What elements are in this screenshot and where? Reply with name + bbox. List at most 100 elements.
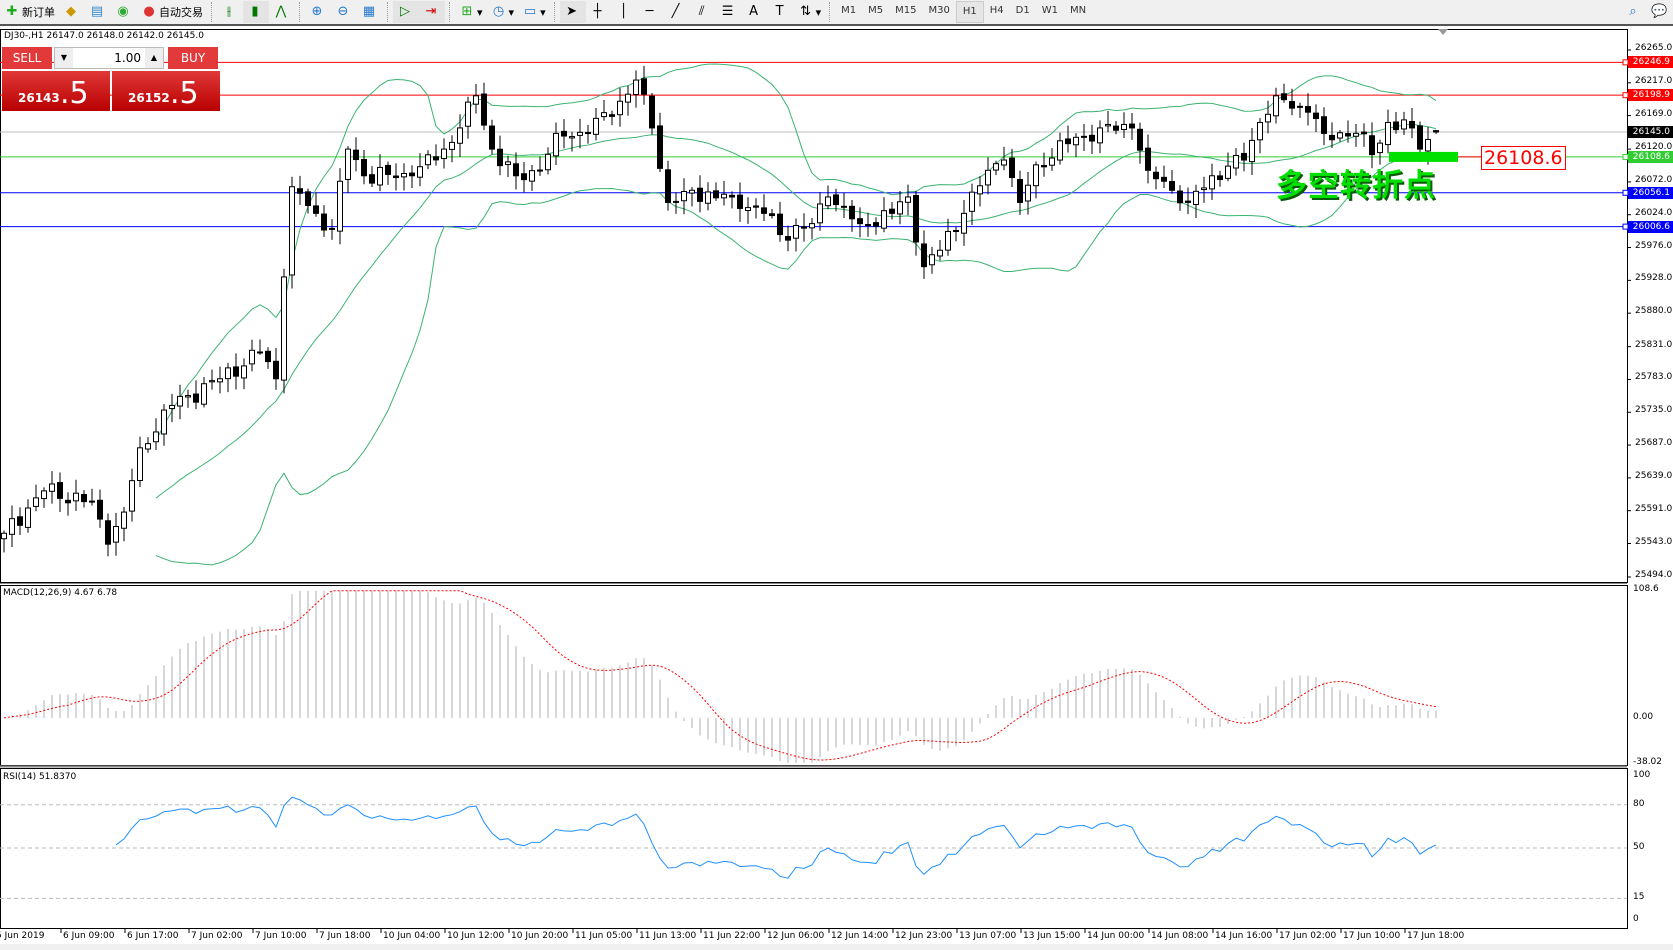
lot-increase-icon[interactable]: ▲ [145, 48, 163, 68]
cursor-button[interactable]: ➤ [559, 1, 586, 23]
fibonacci-button[interactable]: ☰ [716, 1, 742, 23]
sell-price[interactable]: 26143.5 [2, 71, 110, 111]
chat-button[interactable]: 💬 [1647, 1, 1673, 23]
candle-bullish [1057, 140, 1063, 161]
buy-button[interactable]: BUY [168, 47, 218, 69]
text-button[interactable]: A [742, 1, 768, 23]
crosshair-button[interactable]: ┼ [586, 1, 612, 23]
candle-bearish [1417, 125, 1423, 150]
vertical-line-button[interactable]: │ [612, 1, 638, 23]
candle-bullish [985, 169, 991, 186]
candle-bullish [993, 163, 999, 171]
line-chart-button[interactable]: ⋀ [269, 1, 295, 23]
buy-price-main: 26152 [128, 91, 170, 105]
main-panel-frame [0, 29, 1628, 583]
rsi-axis-label: 15 [1633, 892, 1645, 903]
label-button[interactable]: T [768, 1, 794, 23]
price-axis-label: 25976.0 [1635, 240, 1673, 251]
zoom-out-button[interactable]: ⊖ [331, 1, 357, 23]
time-axis-label: 7 Jun 10:00 [255, 931, 307, 941]
bar-chart-icon: ⫲ [226, 4, 232, 19]
candle-bullish [473, 95, 479, 105]
price-axis-label: 25880.0 [1635, 306, 1673, 317]
candle-bullish [425, 154, 431, 166]
rsi-axis-label: 50 [1633, 842, 1645, 852]
navigator-button[interactable]: ◆ [59, 1, 85, 23]
candle-bearish [665, 169, 671, 203]
auto-scroll-button[interactable]: ▷ [393, 1, 419, 23]
candle-bullish [377, 166, 383, 186]
channel-button[interactable]: ⫽ [690, 1, 716, 23]
candle-bullish [617, 100, 623, 116]
price-axis-label: 25687.0 [1635, 438, 1673, 449]
history-button[interactable]: ▤ [85, 1, 111, 23]
candle-bearish [1017, 179, 1023, 203]
candle-bullish [249, 349, 255, 365]
timeframe-m5[interactable]: M5 [868, 5, 884, 16]
auto-trading-button[interactable]: ● 自动交易 [137, 1, 207, 23]
separator [211, 2, 213, 22]
arrows-button[interactable]: ⇅ ▾ [794, 1, 826, 23]
timeframe-m30[interactable]: M30 [928, 5, 950, 16]
trendline-button[interactable]: ╱ [664, 1, 690, 23]
signal-button[interactable]: ◉ [111, 1, 137, 23]
horizontal-line-button[interactable]: ─ [638, 1, 664, 23]
candle-bullish [401, 172, 407, 178]
candle-bullish [633, 79, 639, 95]
timeframe-m15[interactable]: M15 [895, 5, 917, 16]
timeframe-h4[interactable]: H4 [989, 5, 1004, 16]
candle-bullish [129, 480, 135, 512]
lot-decrease-icon[interactable]: ▼ [55, 48, 73, 68]
candle-bullish [705, 191, 711, 204]
candle-bullish [689, 189, 695, 194]
candle-bearish [385, 164, 391, 175]
timeframe-m1[interactable]: M1 [841, 5, 857, 16]
macd-axis-label: -38.02 [1633, 756, 1663, 767]
lot-size-input[interactable]: ▼ 1.00 ▲ [54, 47, 164, 69]
price-axis-label: 26169.0 [1635, 108, 1673, 119]
candle-bullish [1273, 95, 1279, 117]
chart-shift-icon: ⇥ [425, 4, 437, 19]
buy-price[interactable]: 26152.5 [112, 71, 220, 111]
indicators-button[interactable]: ⊞ ▾ [455, 1, 487, 23]
zoom-in-button[interactable]: ⊕ [305, 1, 331, 23]
price-axis-label: 25543.0 [1635, 536, 1673, 547]
timeframe-mn[interactable]: MN [1069, 5, 1087, 16]
grid-icon: ▦ [362, 4, 376, 19]
candle-bearish [369, 174, 375, 184]
price-axis-label: 25928.0 [1635, 273, 1673, 284]
search-button[interactable]: ⌕ [1621, 1, 1647, 23]
candle-bullish [161, 409, 167, 435]
candle-bearish [737, 194, 743, 209]
candle-bearish [321, 213, 327, 231]
candle-bearish [57, 482, 63, 499]
candle-bullish [1049, 157, 1055, 166]
candle-bearish [641, 78, 647, 95]
candle-bullish [1081, 135, 1087, 138]
templates-button[interactable]: ▭ ▾ [523, 4, 546, 19]
time-axis-label: 14 Jun 16:00 [1215, 931, 1273, 941]
chart-shift-button[interactable]: ⇥ [419, 1, 445, 23]
periods-button[interactable]: ◷ ▾ [487, 1, 519, 23]
timeframe-d1[interactable]: D1 [1015, 5, 1030, 16]
timeframe-h1[interactable]: H1 [955, 1, 984, 23]
time-axis-label: 10 Jun 12:00 [447, 931, 505, 941]
timeframe-w1[interactable]: W1 [1041, 5, 1058, 16]
sell-button[interactable]: SELL [2, 47, 52, 69]
lot-value[interactable]: 1.00 [114, 51, 141, 65]
new-order-button[interactable]: ✚ 新订单 [0, 1, 59, 23]
candle-bearish [273, 360, 279, 380]
candle-bullish [169, 404, 175, 410]
candle-bearish [889, 208, 895, 214]
candle-bearish [393, 175, 399, 179]
candle-bullish [1073, 136, 1079, 146]
candle-bullish [1201, 187, 1207, 191]
candlestick-icon: ▮ [251, 4, 259, 19]
chart-shift-marker-icon [1438, 29, 1448, 35]
candle-chart-button[interactable]: ▮ [243, 1, 269, 23]
bar-chart-button[interactable]: ⫲ [217, 1, 243, 23]
tile-windows-button[interactable]: ▦ [357, 1, 383, 23]
candle-bearish [1137, 128, 1143, 151]
candle-bearish [1177, 190, 1183, 204]
